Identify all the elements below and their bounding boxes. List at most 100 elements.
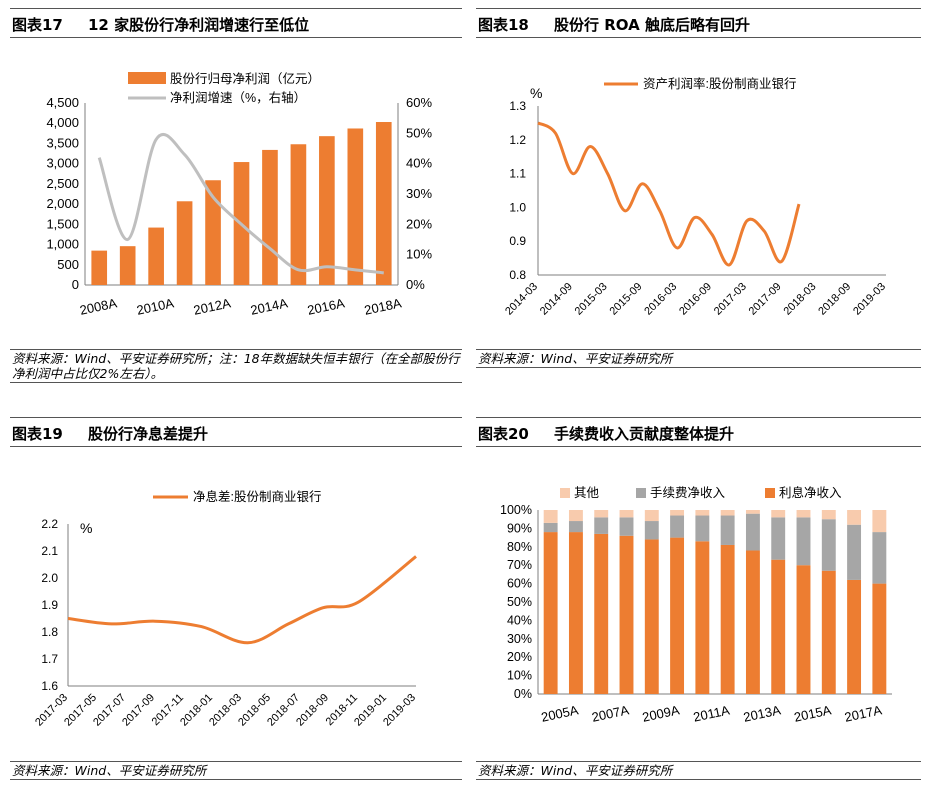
bar-segment: [644, 539, 659, 694]
x-tick-label: 2016-09: [677, 281, 714, 318]
panel-chart-18: 图表18 股份行 ROA 触底后略有回升 0.8 0.9 1.0 1.1 1.2 1.3%…: [476, 8, 921, 386]
panel-chart-19: 图表19 股份行净息差提升 1.6 1.7 1.8 1.9 2.0 2.1 2.2% 2017…: [10, 417, 462, 780]
x-tick-label: 2007A: [590, 702, 630, 725]
bar-segment: [872, 532, 887, 584]
bar-segment: [695, 541, 710, 694]
y-tick-label: 20%: [507, 650, 532, 664]
bar-segment: [670, 510, 685, 516]
figure-title: 股份行净息差提升: [88, 425, 209, 443]
bar: [262, 149, 278, 285]
bar-segment: [771, 559, 786, 694]
bar-segment: [594, 510, 609, 518]
y-unit-label: %: [530, 85, 542, 101]
x-tick-label: 2017-09: [120, 692, 157, 729]
x-tick-label: 2016A: [306, 295, 346, 318]
x-tick-label: 2018A: [363, 295, 403, 318]
nim-line: [67, 555, 417, 645]
bar-segment: [594, 533, 609, 694]
bar-segment: [619, 510, 634, 518]
bar-segment: [771, 517, 786, 560]
panel-title-bar: 图表19 股份行净息差提升: [10, 417, 462, 447]
y-tick-label: 1.6: [41, 679, 58, 693]
y2-tick-label: 60%: [406, 95, 432, 110]
y-tick-label: 70%: [507, 558, 532, 572]
panel-title-bar: 图表20 手续费收入贡献度整体提升: [476, 417, 921, 447]
bar-segment: [796, 517, 811, 566]
x-tick-label: 2010A: [135, 295, 175, 318]
y-tick-label: 100%: [500, 503, 532, 517]
panel-title-bar: 图表17 12 家股份行净利润增速行至低位: [10, 8, 462, 38]
y-tick-label: 90%: [507, 521, 532, 535]
bar-segment: [568, 521, 583, 533]
y-tick-label: 0.9: [509, 234, 526, 248]
y-unit-label: %: [80, 520, 92, 536]
bar-segment: [821, 570, 836, 694]
bar-segment: [796, 565, 811, 694]
figure-label: 图表18: [478, 16, 529, 34]
source-note: 资料来源：Wind、平安证券研究所: [10, 761, 462, 780]
x-tick-label: 2012A: [192, 295, 232, 318]
revenue-mix-chart: 0% 10% 20% 30% 40% 50% 60% 70% 80% 90% 100% 2005A 20…: [500, 485, 892, 725]
bar-segment: [670, 515, 685, 538]
x-tick-label: 2005A: [540, 702, 580, 725]
y-tick-label: 1,000: [46, 237, 79, 252]
y-tick-label: 1.9: [41, 598, 58, 612]
y-tick-label: 50%: [507, 595, 532, 609]
source-note: 资料来源：Wind、平安证券研究所: [476, 761, 921, 780]
nim-chart: 1.61.71.81.92.02.12.2 %2017-032017-052017…: [33, 489, 418, 729]
bar-segment: [594, 517, 609, 534]
y-tick-label: 500: [57, 257, 79, 272]
net-profit-chart: 0 500 1,000 1,500 2,000 2,500 3,000 3,500 4,000 4…: [46, 71, 432, 318]
y-tick-label: 1.2: [509, 133, 526, 147]
y-tick-label: 2.0: [41, 571, 58, 585]
legend-label: 利息净收入: [779, 485, 842, 500]
bar-segment: [720, 515, 735, 545]
bar-segment: [745, 513, 760, 551]
x-tick-label: 2017-09: [747, 281, 784, 318]
y-tick-label: 0: [72, 277, 79, 292]
figure-title: 手续费收入贡献度整体提升: [554, 425, 735, 443]
bar-segment: [872, 510, 887, 533]
legend-swatch: [636, 488, 646, 498]
y2-tick-label: 0%: [406, 277, 425, 292]
figure-title: 股份行 ROA 触底后略有回升: [554, 16, 750, 34]
legend-swatch: [128, 72, 166, 84]
bar-segment: [821, 519, 836, 571]
x-tick-label: 2017-03: [712, 281, 749, 318]
x-tick-label: 2017A: [843, 702, 883, 725]
x-tick-label: 2019-03: [851, 281, 888, 318]
figure-label: 图表20: [478, 425, 529, 443]
figure-label: 图表19: [12, 425, 63, 443]
y-tick-label: 30%: [507, 632, 532, 646]
panel-title-bar: 图表18 股份行 ROA 触底后略有回升: [476, 8, 921, 38]
panel-chart-17: 图表17 12 家股份行净利润增速行至低位 0 500 1,000 1,500 2,00…: [10, 8, 462, 386]
roa-chart: 0.8 0.9 1.0 1.1 1.2 1.3% 2014-032014-092015-03…: [503, 76, 888, 318]
y-tick-label: 60%: [507, 577, 532, 591]
bar-segment: [644, 510, 659, 522]
y2-tick-label: 10%: [406, 247, 432, 262]
bar-segment: [543, 532, 558, 694]
figure-title: 12 家股份行净利润增速行至低位: [88, 16, 310, 34]
bar-segment: [821, 510, 836, 520]
x-tick-label: 2013A: [742, 702, 782, 725]
growth-line: [97, 133, 384, 275]
bar-segment: [771, 510, 786, 518]
bar-segment: [796, 510, 811, 518]
y-tick-label: 2,500: [46, 176, 79, 191]
bar: [347, 128, 364, 285]
legend-label: 其他: [574, 486, 600, 500]
y-tick-label: 1.7: [41, 652, 58, 666]
y-tick-label: 1.0: [509, 200, 526, 214]
bar-segment: [847, 579, 862, 694]
bar-segment: [568, 532, 583, 694]
bar-segment: [720, 510, 735, 516]
x-tick-label: 2019-03: [381, 692, 418, 729]
x-tick-label: 2015-09: [607, 281, 644, 318]
legend-label: 净息差:股份制商业银行: [193, 489, 321, 504]
x-tick-label: 2014-09: [538, 281, 575, 318]
y-tick-label: 4,500: [46, 95, 79, 110]
bar-segment: [745, 510, 760, 514]
figure-label: 图表17: [12, 16, 63, 34]
bar-segment: [568, 510, 583, 522]
y-tick-label: 40%: [507, 613, 532, 627]
